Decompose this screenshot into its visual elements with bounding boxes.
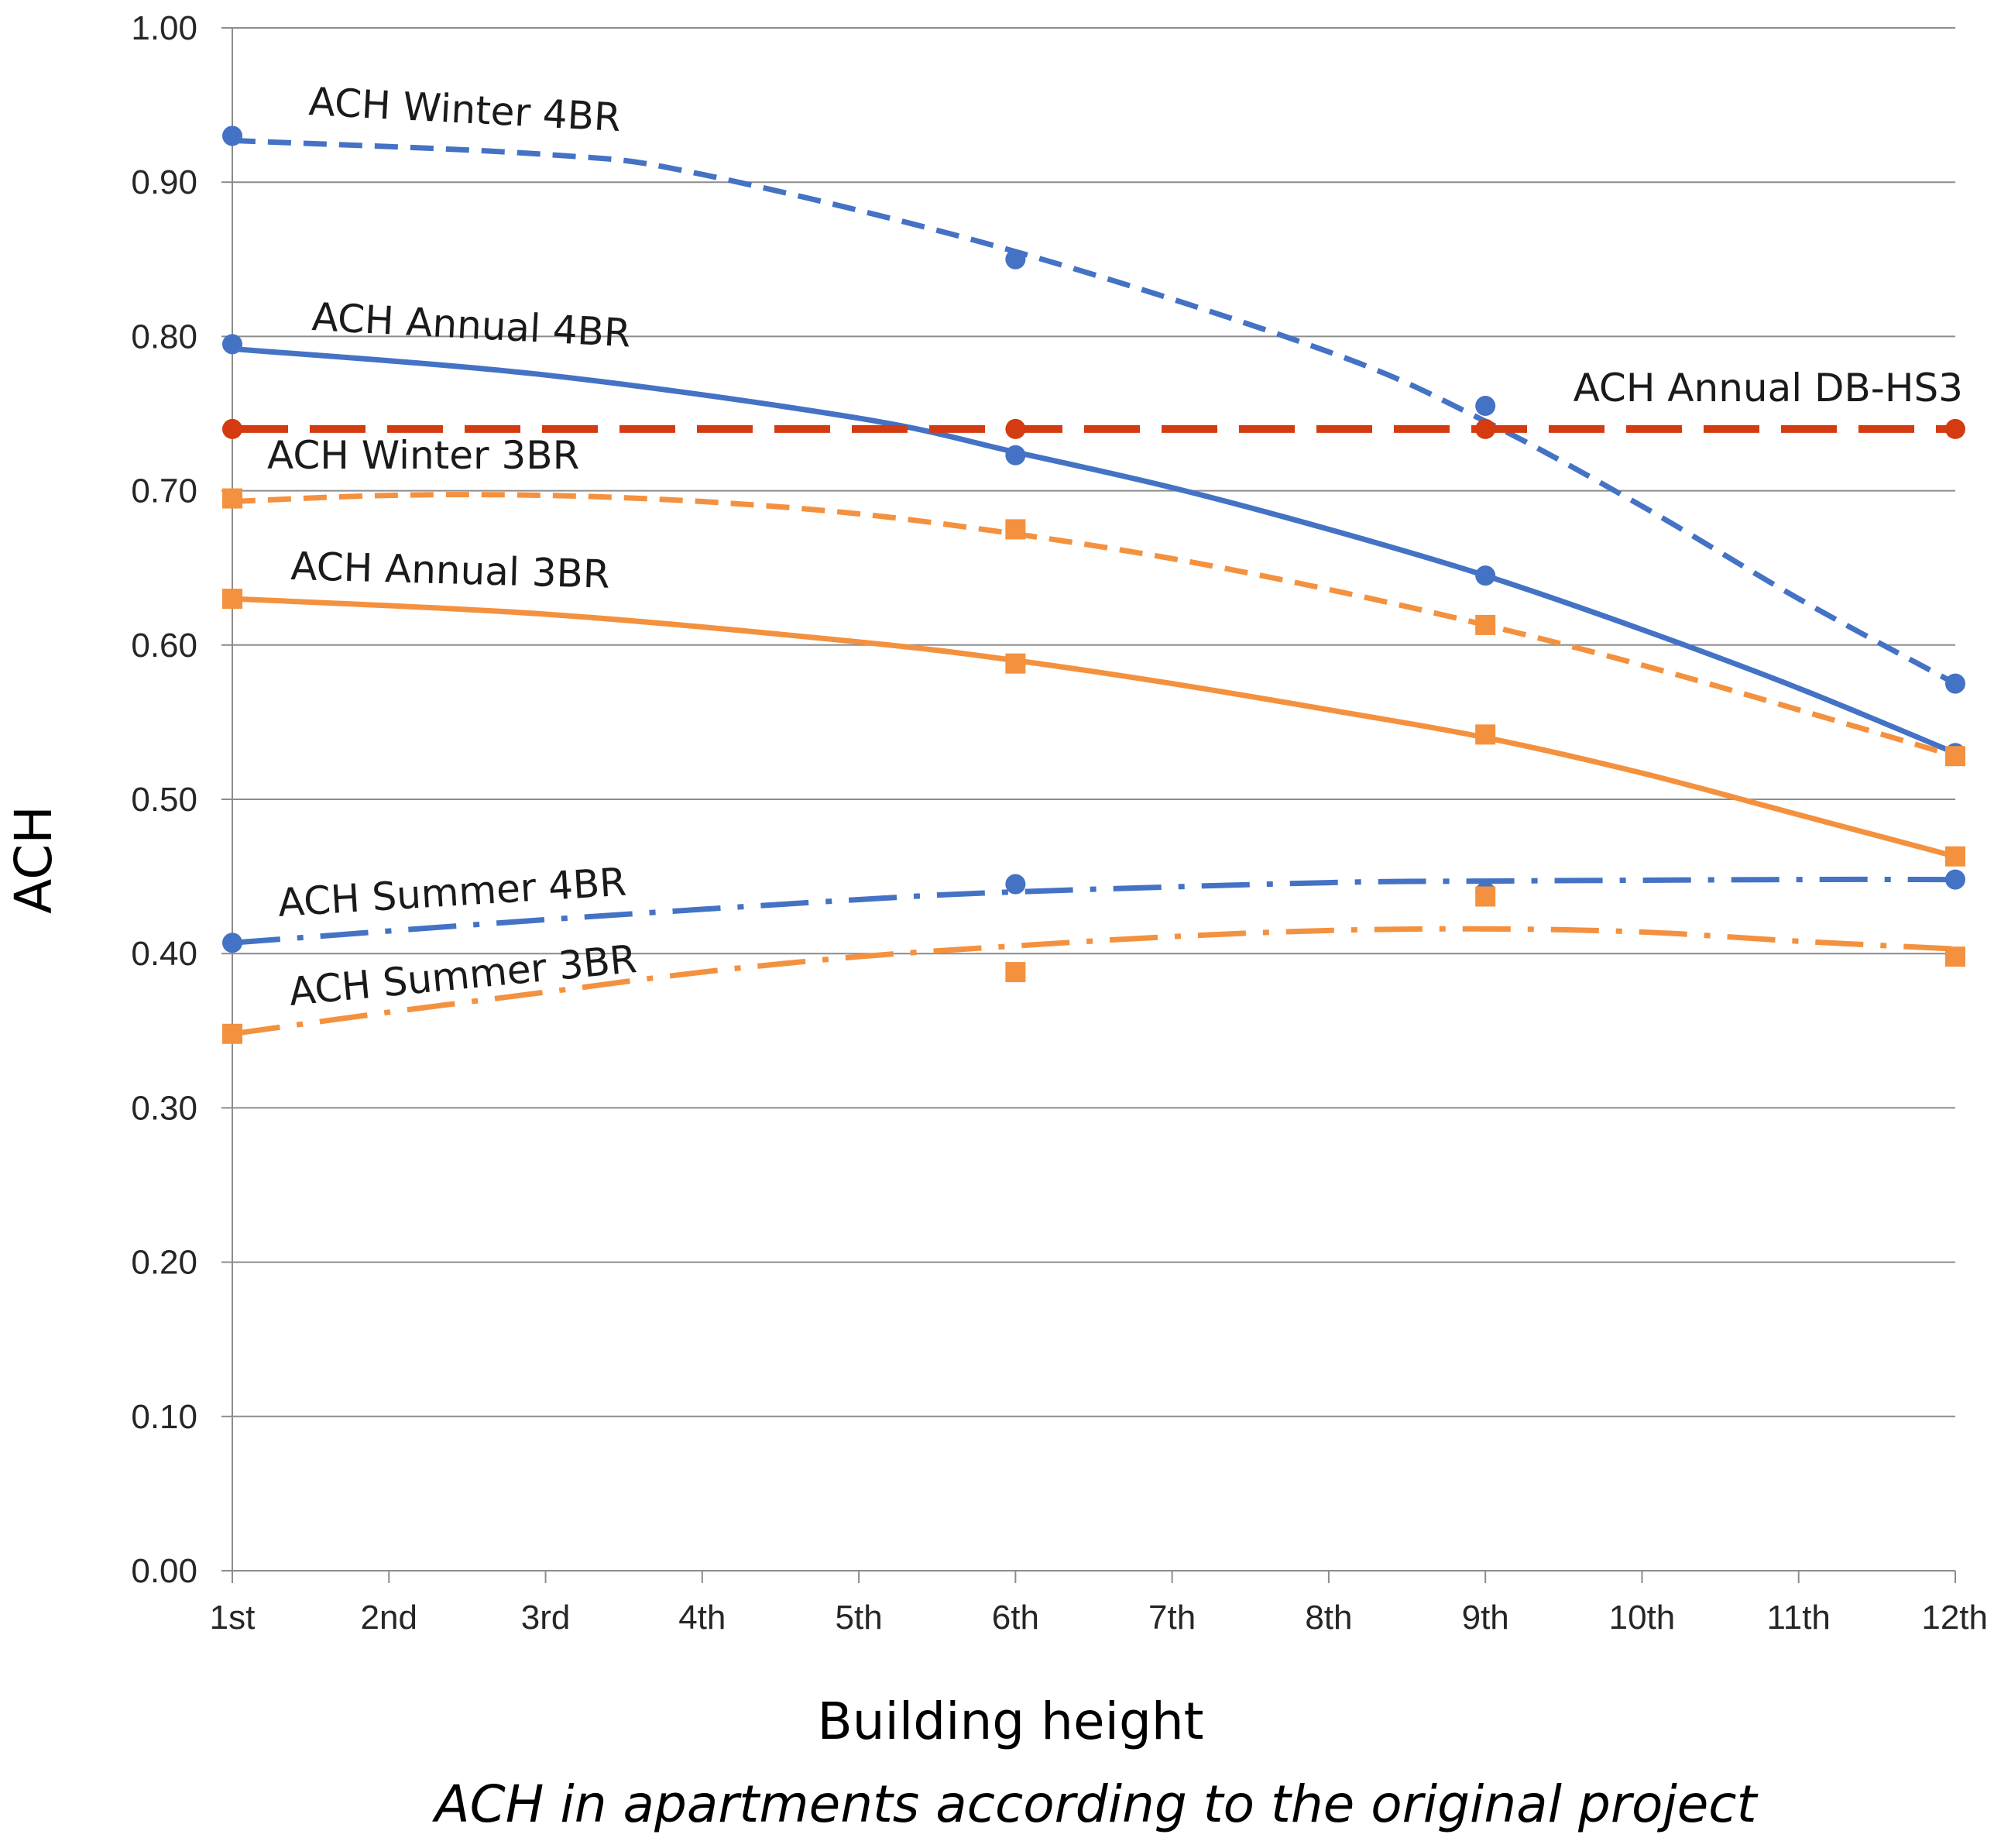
series-line-ach-winter-4br	[232, 137, 1957, 686]
x-tick-label: 1st	[210, 1599, 256, 1637]
marker-ach-winter-3br	[1005, 519, 1026, 540]
x-tick-label: 5th	[836, 1599, 883, 1637]
x-axis-title: Building height	[817, 1692, 1203, 1751]
marker-ach-annual-db-hs3	[1005, 418, 1026, 439]
marker-ach-annual-3br	[1005, 653, 1026, 674]
x-tick-label: 3rd	[521, 1599, 571, 1637]
x-tick-label: 7th	[1148, 1599, 1196, 1637]
x-tick-label: 2nd	[361, 1599, 417, 1637]
series-lines	[232, 137, 1957, 1037]
marker-ach-annual-4br	[1475, 565, 1496, 586]
marker-ach-summer-3br	[1945, 946, 1965, 967]
x-tick-label: 6th	[992, 1599, 1039, 1637]
marker-ach-annual-4br	[1005, 445, 1026, 465]
y-tick-label: 1.00	[131, 9, 197, 47]
label-ach-winter-3br: ACH Winter 3BR	[267, 433, 579, 478]
x-tick-label: 4th	[678, 1599, 726, 1637]
label-ach-annual-db-hs3: ACH Annual DB-HS3	[1574, 366, 1963, 410]
series-line-ach-annual-3br	[232, 596, 1956, 860]
y-tick-label: 0.00	[131, 1552, 197, 1590]
marker-ach-winter-3br	[222, 488, 242, 509]
marker-ach-winter-4br	[1945, 673, 1965, 694]
x-tick-label: 9th	[1462, 1599, 1509, 1637]
y-tick-label: 0.80	[131, 318, 197, 356]
axes	[221, 27, 1956, 1583]
y-tick-label: 0.10	[131, 1398, 197, 1436]
series-line-ach-summer-3br	[232, 926, 1956, 1037]
marker-ach-winter-4br	[1475, 396, 1496, 417]
marker-ach-annual-3br	[222, 589, 242, 610]
y-tick-label: 0.30	[131, 1089, 197, 1127]
marker-ach-annual-3br	[1945, 846, 1965, 867]
marker-ach-summer-4br	[222, 933, 242, 953]
y-tick-labels: 0.00 0.10 0.20 0.30 0.40 0.50 0.60 0.70 0.80 0.90…	[131, 9, 197, 1590]
gridlines	[232, 27, 1955, 1417]
marker-ach-winter-3br	[1945, 746, 1965, 767]
marker-ach-annual-db-hs3	[1945, 418, 1965, 439]
label-ach-annual-3br: ACH Annual 3BR	[290, 544, 611, 597]
marker-ach-winter-3br	[1475, 614, 1496, 635]
y-tick-label: 0.70	[131, 472, 197, 510]
marker-ach-annual-db-hs3	[1475, 418, 1496, 439]
y-tick-label: 0.60	[131, 627, 197, 665]
x-tick-label: 12th	[1921, 1599, 1988, 1637]
series-markers	[222, 125, 1965, 1044]
marker-ach-summer-4br	[1005, 874, 1026, 895]
series-line-ach-summer-4br	[232, 876, 1956, 946]
y-tick-label: 0.40	[131, 935, 197, 973]
marker-ach-summer-3br	[222, 1023, 242, 1044]
y-axis-title: ACH	[4, 805, 63, 914]
x-tick-label: 10th	[1609, 1599, 1676, 1637]
marker-ach-summer-4br	[1945, 869, 1965, 890]
marker-ach-winter-4br	[1005, 249, 1026, 270]
x-tick-label: 11th	[1767, 1599, 1831, 1637]
marker-ach-summer-3br	[1005, 962, 1026, 983]
marker-ach-annual-db-hs3	[222, 418, 242, 439]
marker-ach-annual-3br	[1475, 724, 1496, 745]
figure-caption: ACH in apartments according to the origi…	[432, 1774, 1759, 1834]
x-tick-labels: 1st 2nd 3rd 4th 5th 6th 7th 8th 9th 10th 11th 12th	[210, 1599, 1988, 1637]
y-tick-label: 0.20	[131, 1244, 197, 1282]
marker-ach-summer-3br	[1475, 886, 1496, 907]
series-line-ach-annual-4br	[232, 345, 1957, 756]
series-line-ach-winter-3br	[232, 492, 1956, 759]
marker-ach-winter-4br	[222, 125, 242, 146]
marker-ach-annual-4br	[222, 334, 242, 355]
y-tick-label: 0.90	[131, 163, 197, 201]
x-tick-label: 8th	[1305, 1599, 1352, 1637]
y-tick-label: 0.50	[131, 781, 197, 819]
